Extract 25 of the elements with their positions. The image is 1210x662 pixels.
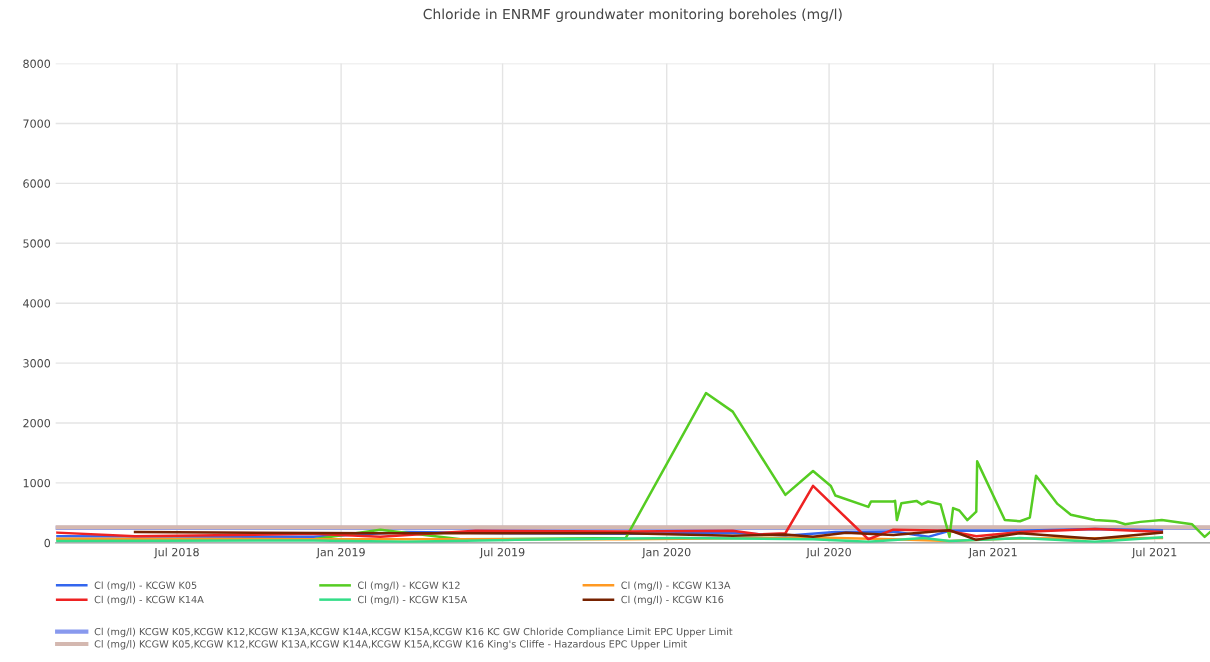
x-tick-label: Jul 2020 bbox=[805, 547, 851, 559]
x-tick-label: Jan 2021 bbox=[968, 547, 1017, 559]
y-tick-label: 0 bbox=[44, 538, 51, 548]
legend-label: Cl (mg/l) - KCGW K13A bbox=[621, 581, 731, 591]
x-tick-label: Jul 2019 bbox=[479, 547, 525, 559]
legend-label: Cl (mg/l) - KCGW K05 bbox=[94, 581, 197, 591]
y-tick-label: 3000 bbox=[23, 359, 51, 368]
y-tick-label: 6000 bbox=[23, 179, 51, 188]
legend-label: Cl (mg/l) - KCGW K14A bbox=[94, 595, 204, 606]
y-tick-label: 4000 bbox=[23, 299, 51, 308]
y-tick-label: 8000 bbox=[23, 59, 51, 68]
legend-label: Cl (mg/l) - KCGW K15A bbox=[357, 595, 468, 606]
y-tick-label: 1000 bbox=[23, 478, 51, 488]
y-tick-label: 5000 bbox=[23, 239, 51, 248]
legend-label: Cl (mg/l) - KCGW K12 bbox=[357, 581, 460, 591]
x-tick-label: Jul 2021 bbox=[1131, 547, 1177, 559]
legend-label: Cl (mg/l) KCGW K05,KCGW K12,KCGW K13A,KCGW K14A,KCGW K15A,KCGW K16 KC GW Chloride Compliance Limit EPC Upper Limit bbox=[94, 627, 733, 638]
legend-label: Cl (mg/l) KCGW K05,KCGW K12,KCGW K13A,KCGW K14A,KCGW K15A,KCGW K16 King's Cliffe - Hazardous EPC Upper Limit bbox=[94, 640, 687, 650]
x-tick-label: Jul 2018 bbox=[153, 547, 199, 559]
x-tick-label: Jan 2019 bbox=[316, 547, 365, 559]
x-tick-label: Jan 2020 bbox=[641, 547, 691, 559]
y-tick-label: 7000 bbox=[23, 119, 51, 128]
y-tick-label: 2000 bbox=[23, 418, 51, 428]
chart-title: Chloride in ENRMF groundwater monitoring boreholes (mg/l) bbox=[423, 8, 842, 22]
legend-label: Cl (mg/l) - KCGW K16 bbox=[621, 595, 724, 606]
